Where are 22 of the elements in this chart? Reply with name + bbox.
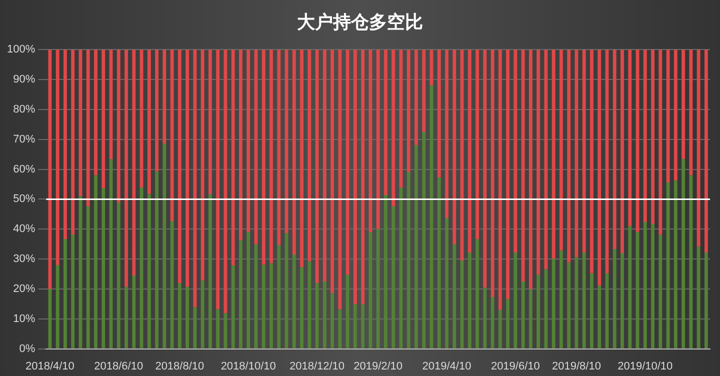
y-tick-label: 10%: [13, 312, 36, 325]
y-tick-label: 70%: [13, 133, 36, 146]
y-tick-label: 50%: [13, 193, 36, 206]
y-tick-label: 80%: [13, 103, 36, 116]
x-tick-label: 2019/6/10: [490, 360, 540, 372]
chart-title: 大户持仓多空比: [296, 11, 424, 34]
y-tick-label: 40%: [13, 223, 36, 236]
x-tick-label: 2018/8/10: [155, 360, 204, 372]
x-tick-label: 2018/4/10: [25, 360, 74, 372]
y-tick-label: 60%: [13, 163, 36, 176]
x-tick-label: 2019/2/10: [354, 360, 403, 372]
x-tick-label: 2019/4/10: [422, 360, 472, 372]
x-tick-label: 2019/8/10: [552, 360, 601, 372]
y-tick-label: 90%: [13, 74, 36, 86]
x-tick-label: 2019/10/10: [618, 360, 673, 372]
y-tick-label: 100%: [6, 44, 36, 56]
y-tick-label: 0%: [19, 342, 36, 355]
x-tick-label: 2018/12/10: [289, 360, 345, 372]
y-tick-label: 30%: [13, 253, 36, 266]
y-tick-label: 20%: [13, 282, 36, 295]
x-tick-label: 2018/6/10: [94, 360, 144, 372]
x-tick-label: 2018/10/10: [220, 360, 276, 372]
